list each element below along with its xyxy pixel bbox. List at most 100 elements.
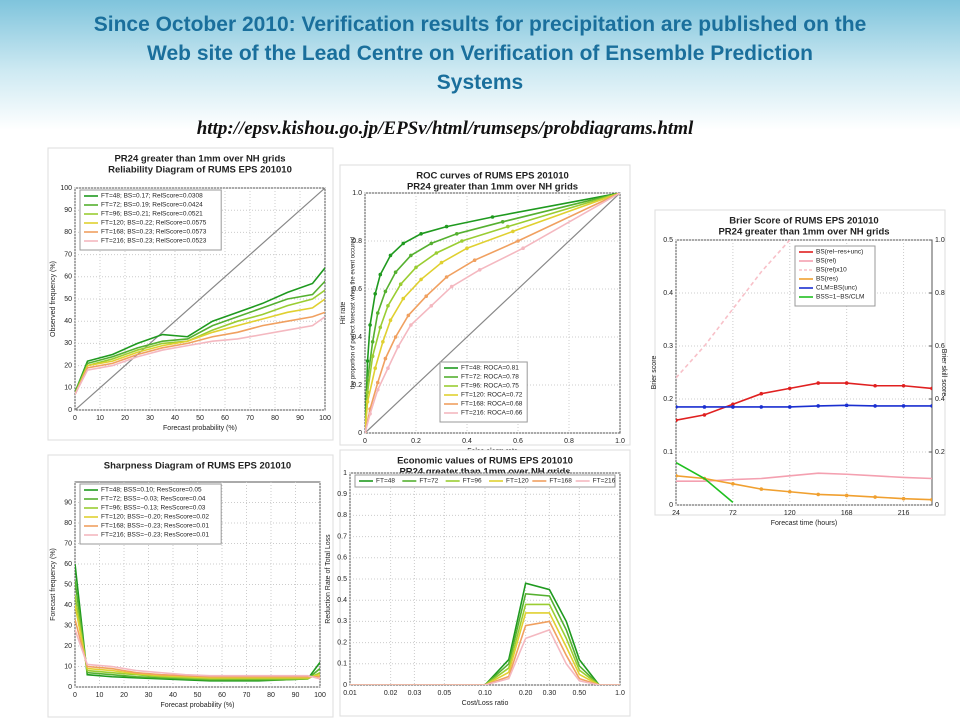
y-axis-label: Hit rate (340, 302, 347, 325)
point (901, 404, 906, 408)
x-tick-label: 0.10 (478, 690, 492, 697)
diagonal (365, 193, 620, 433)
x-tick-label: 90 (292, 692, 300, 699)
y-tick-label: 0.2 (663, 396, 673, 403)
legend-label: FT=120; BS=0.22; RelScore=0.0575 (101, 220, 207, 227)
point (439, 260, 444, 265)
x-tick-label: 40 (169, 692, 177, 699)
slide-title: Since October 2010: Verification results… (0, 10, 960, 97)
point (787, 489, 792, 494)
y-tick-label: 100 (60, 185, 72, 192)
x-tick-label: 0.6 (513, 438, 523, 445)
plot-content (75, 188, 325, 410)
x-tick-label: 0.01 (343, 690, 357, 697)
x-tick-label: 216 (898, 510, 910, 517)
legend-label: FT=120 (506, 478, 529, 485)
point (844, 403, 849, 408)
x-tick-label: 50 (196, 415, 204, 422)
point (409, 323, 413, 327)
y-tick-label: 0.3 (337, 618, 347, 625)
chart-title: Economic values of RUMS EPS 201010 (397, 456, 573, 467)
point (455, 232, 459, 236)
point (449, 284, 454, 289)
legend-label: FT=48; BSS=0.10; ResScore=0.05 (101, 487, 202, 494)
x-tick-label: 0.02 (384, 690, 398, 697)
legend-box (354, 474, 616, 488)
legend-box (79, 483, 222, 545)
title-line: Web site of the Lead Centre on Verificat… (147, 42, 813, 65)
x-tick-label: 30 (145, 692, 153, 699)
diagonal (75, 188, 325, 410)
y-tick-label: 0.6 (337, 555, 347, 562)
x-tick-label: 24 (672, 510, 680, 517)
series-line (350, 603, 620, 685)
x-tick-label: 80 (267, 692, 275, 699)
point (365, 359, 370, 363)
point (759, 391, 764, 396)
point (731, 482, 735, 486)
y-tick-label: 50 (64, 296, 72, 303)
point (401, 296, 406, 301)
y-tick-label: 0 (68, 684, 72, 691)
series-line (75, 311, 325, 395)
legend-label: FT=48 (376, 478, 395, 485)
y-tick-label: 80 (64, 520, 72, 527)
x-axis-label: Forecast probability (%) (163, 425, 237, 432)
legend-label: FT=96; BSS=−0.13; ResScore=0.03 (101, 505, 206, 512)
point (368, 412, 372, 416)
point (378, 325, 383, 330)
x-tick-label: 50 (194, 692, 202, 699)
point (511, 229, 515, 234)
legend-label: BS(rel) (816, 258, 836, 265)
y2-tick-label: 0.6 (935, 343, 945, 350)
x-tick-label: 100 (319, 415, 331, 422)
y-tick-label: 10 (64, 663, 72, 670)
x-tick-label: 0.50 (573, 690, 587, 697)
point (409, 253, 413, 258)
legend-label: FT=48; BS=0.17; RelScore=0.0308 (101, 193, 203, 200)
legend-label: FT=48: ROCA=0.81 (461, 365, 519, 372)
y-axis-label: Reduction Rate of Total Loss (325, 534, 332, 624)
y-tick-label: 0.6 (352, 286, 362, 293)
point (383, 289, 388, 294)
chart-title: PR24 greater than 1mm over NH grids (114, 154, 285, 165)
x-axis-label: Forecast probability (%) (161, 702, 235, 709)
chart-subtitle: PR24 greater than 1mm over NH grids (718, 227, 889, 238)
series-line (350, 620, 620, 685)
x-tick-label: 1.0 (615, 690, 625, 697)
y-tick-label: 1 (343, 470, 347, 477)
legend-label: FT=72 (419, 478, 438, 485)
x-tick-label: 70 (246, 415, 254, 422)
point (516, 239, 520, 243)
point (419, 232, 423, 236)
series-line (75, 629, 320, 680)
x-tick-label: 0.03 (408, 690, 422, 697)
point (444, 275, 449, 279)
chart-subtitle: PR24 greater than 1mm over NH grids (407, 182, 578, 193)
y-tick-label: 0 (669, 502, 673, 509)
y-tick-label: 0.5 (337, 576, 347, 583)
point (702, 413, 707, 417)
y-tick-label: 0 (358, 430, 362, 437)
y2-tick-label: 0.8 (935, 290, 945, 297)
series-line (350, 582, 620, 685)
point (365, 400, 370, 404)
point (873, 383, 877, 388)
legend-label: FT=120; BSS=−0.20; ResScore=0.02 (101, 514, 209, 521)
point (398, 282, 403, 287)
point (393, 270, 398, 275)
series-line (75, 267, 325, 393)
point (844, 493, 849, 498)
point (393, 335, 398, 339)
point (759, 405, 764, 409)
point (429, 304, 434, 308)
y-tick-label: 30 (64, 340, 72, 347)
point (521, 246, 525, 250)
y-tick-label: 0.9 (337, 491, 347, 498)
point (419, 277, 423, 282)
legend-box (794, 245, 876, 307)
y-axis-label: Brier score (651, 355, 658, 389)
y-tick-label: 60 (64, 561, 72, 568)
legend-label: FT=168; BSS=−0.23; ResScore=0.01 (101, 523, 209, 530)
